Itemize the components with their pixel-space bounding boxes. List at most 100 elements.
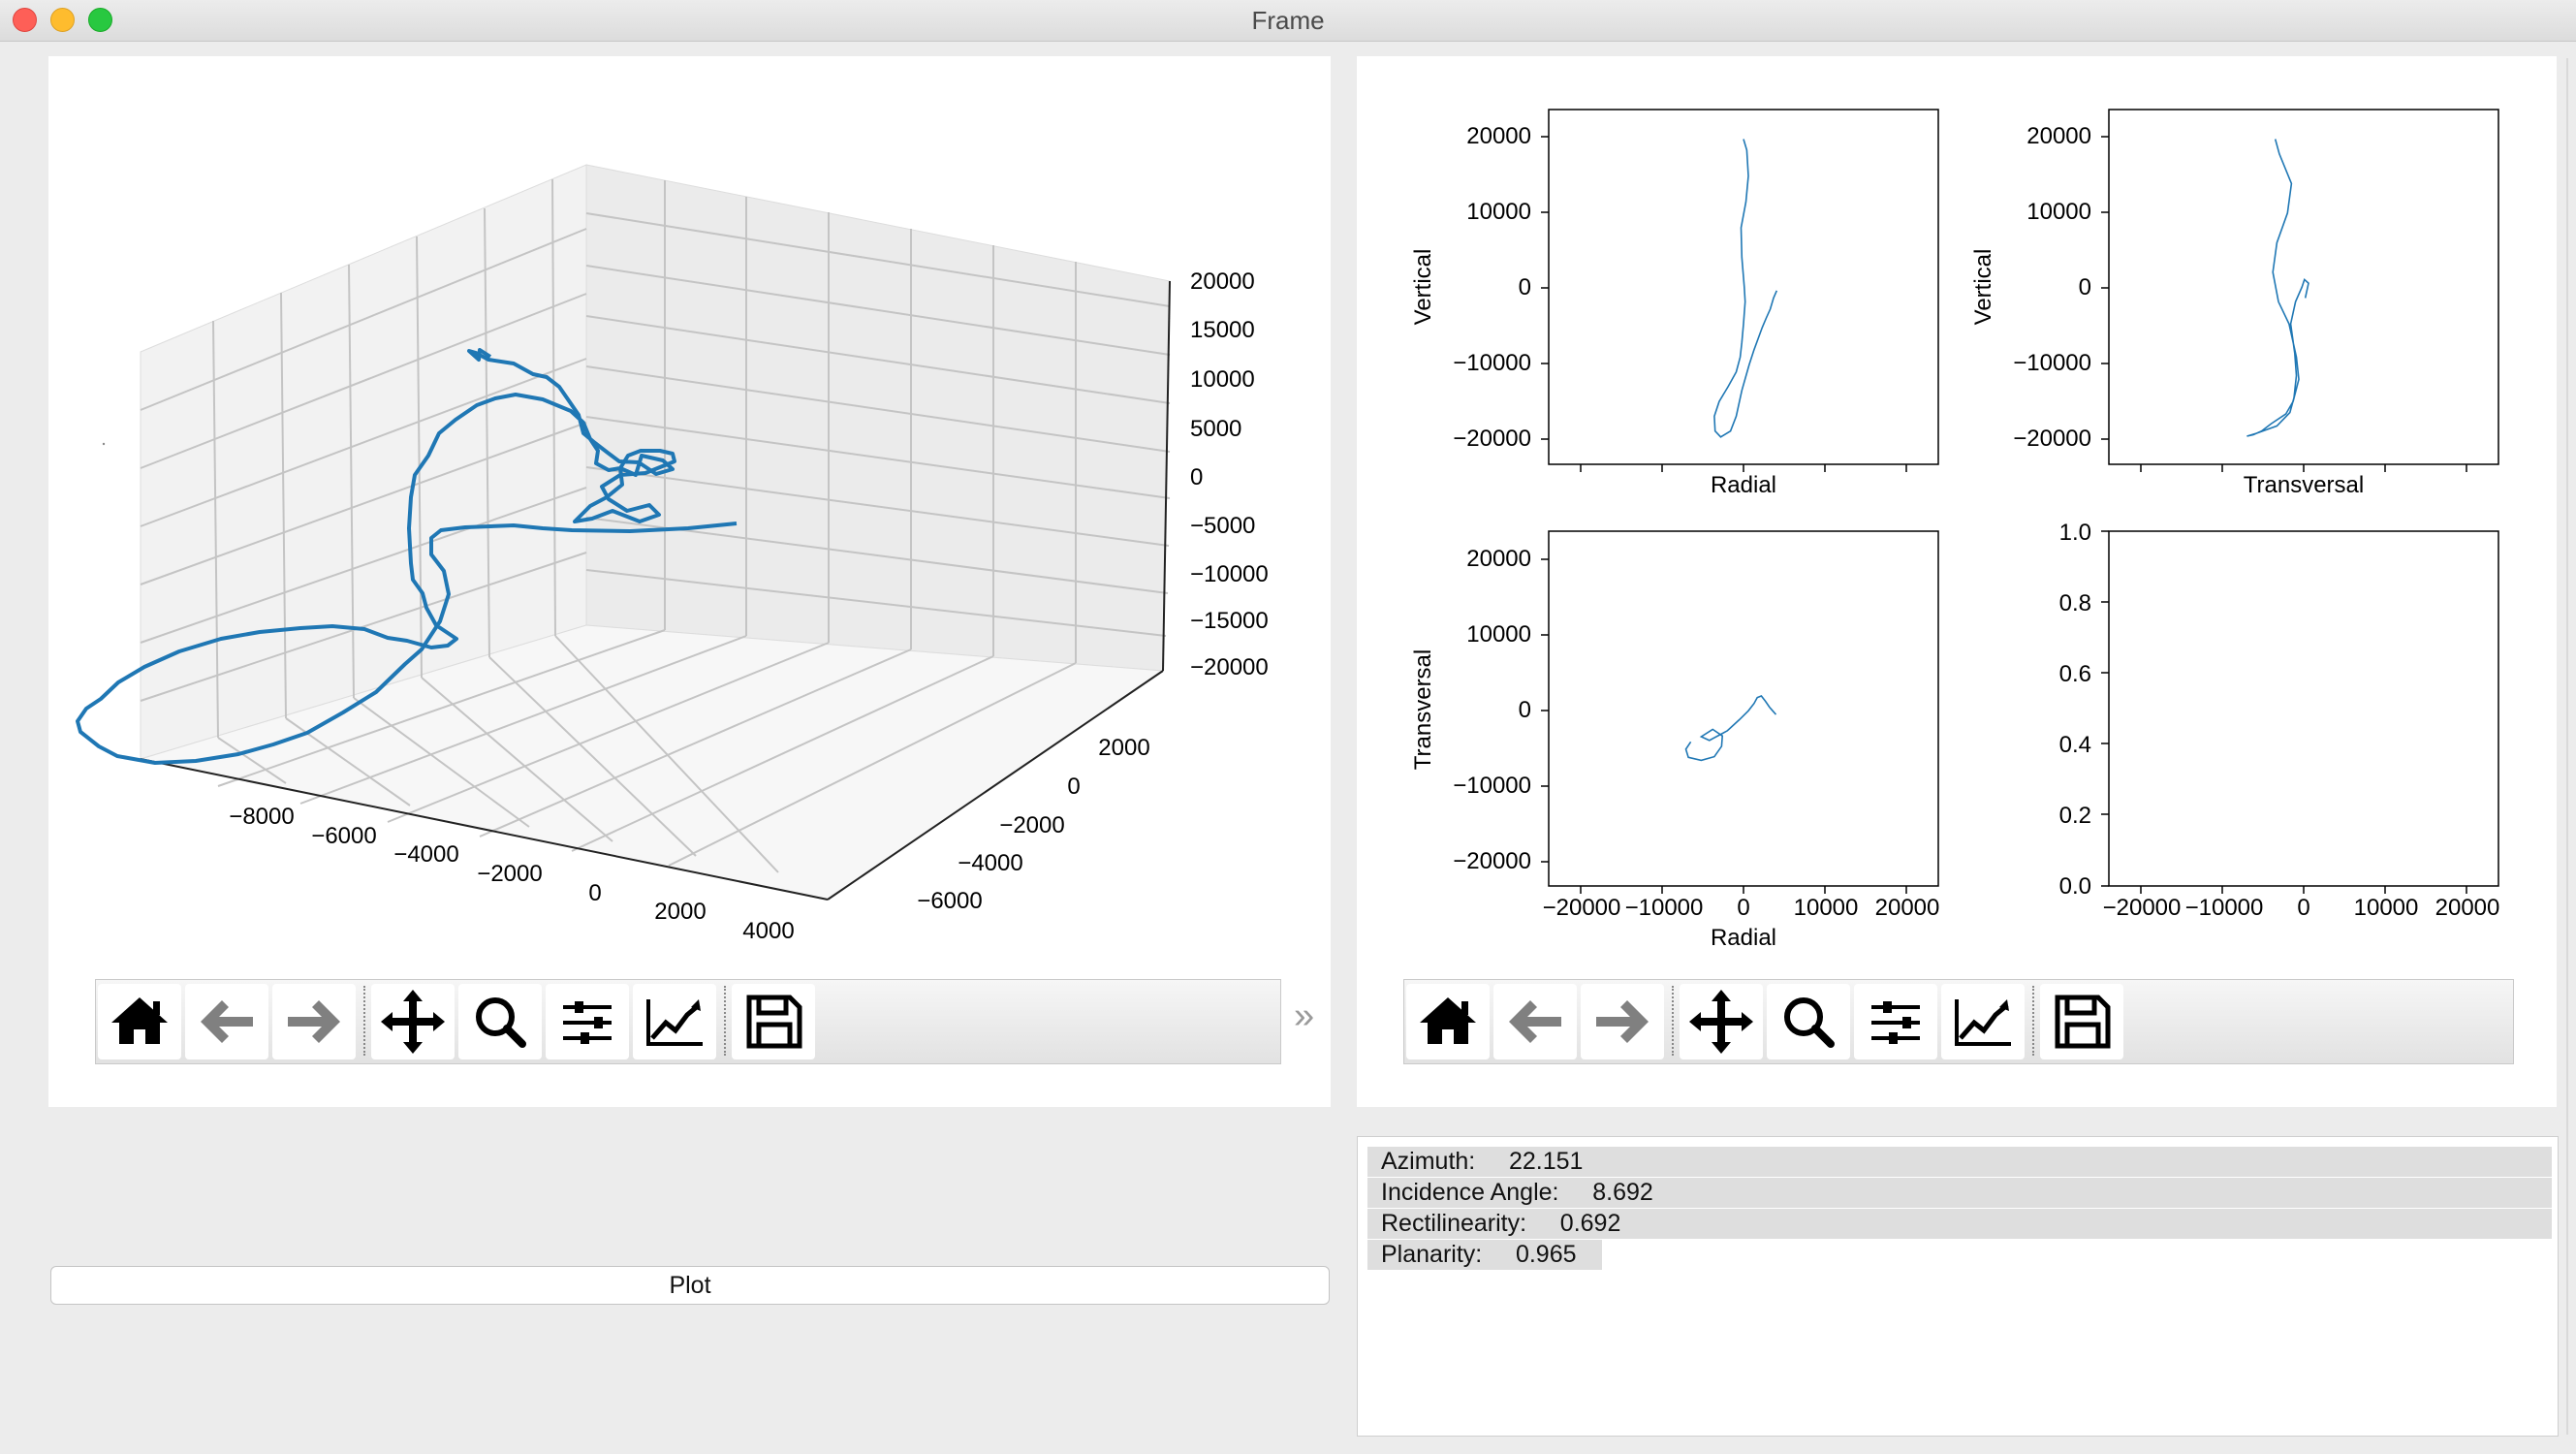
- y-tick-label: 10000: [2026, 199, 2091, 225]
- list-item[interactable]: Incidence Angle: 8.692: [1367, 1178, 2552, 1208]
- home-button[interactable]: [1406, 984, 1490, 1059]
- close-window-icon[interactable]: [13, 8, 37, 32]
- subplots-icon: [563, 1001, 612, 1044]
- y-tick-label: −10000: [2013, 350, 2091, 376]
- forward-button[interactable]: [272, 984, 356, 1059]
- 2d-plots-canvas[interactable]: 20000 10000 0 −10000 −20000 Radial Verti…: [1357, 56, 2557, 1107]
- zoom-button[interactable]: [458, 984, 542, 1059]
- home-icon: [1420, 997, 1476, 1044]
- y-tick-label: 0: [1067, 774, 1080, 800]
- pan-button[interactable]: [371, 984, 455, 1059]
- y-tick-label: −20000: [2013, 426, 2091, 452]
- save-button[interactable]: [2040, 984, 2123, 1059]
- forward-arrow-icon: [1596, 1000, 1649, 1043]
- incidence-angle-label: Incidence Angle:: [1381, 1179, 1559, 1206]
- x-tick-label: −10000: [2185, 895, 2264, 921]
- back-button[interactable]: [1493, 984, 1577, 1059]
- grid-right: [585, 180, 1171, 663]
- pan-button[interactable]: [1680, 984, 1763, 1059]
- save-icon: [2055, 995, 2111, 1049]
- axes-frame: [2108, 530, 2499, 887]
- x-tick-label: 20000: [1875, 895, 1940, 921]
- move-icon: [381, 990, 445, 1054]
- x-axis-label: Radial: [1711, 472, 1776, 498]
- y-tick-label: −10000: [1453, 350, 1531, 376]
- y-axis-label: Transversal: [1410, 649, 1436, 770]
- y-axis-label: Vertical: [1970, 249, 1996, 326]
- 3d-trajectory-line: [76, 348, 738, 765]
- window-title: Frame: [1251, 6, 1325, 35]
- x-tick-label: 2000: [654, 899, 706, 925]
- x-axis-label: Radial: [1711, 925, 1776, 951]
- x-tick-label: 0: [588, 880, 601, 906]
- toolbar-separator: [363, 986, 365, 1056]
- forward-button[interactable]: [1581, 984, 1664, 1059]
- y-tick-label: 20000: [1466, 546, 1531, 572]
- save-button[interactable]: [732, 984, 815, 1059]
- x-tick-label: 10000: [2354, 895, 2419, 921]
- y-tick-label: −10000: [1453, 773, 1531, 799]
- edit-axes-button[interactable]: [633, 984, 716, 1059]
- y-tick-label: 0.4: [2059, 732, 2091, 758]
- incidence-angle-value: 8.692: [1592, 1179, 1653, 1206]
- y-tick-label: 20000: [2026, 123, 2091, 149]
- zoom-icon: [1784, 997, 1835, 1048]
- z-axis-line: [1162, 280, 1171, 672]
- zoom-button[interactable]: [1767, 984, 1850, 1059]
- y-tick-label: −6000: [917, 888, 982, 914]
- plot-button[interactable]: Plot: [50, 1266, 1330, 1305]
- y-tick-label: −20000: [1453, 848, 1531, 874]
- zoom-icon: [476, 997, 526, 1048]
- y-tick-label: 20000: [1466, 123, 1531, 149]
- back-button[interactable]: [185, 984, 268, 1059]
- back-arrow-icon: [201, 1000, 253, 1043]
- list-item[interactable]: Planarity: 0.965: [1367, 1240, 1602, 1270]
- y-tick-label: −20000: [1453, 426, 1531, 452]
- z-tick-label: 0: [1190, 464, 1203, 490]
- radial-transversal-line: [1684, 695, 1777, 762]
- x-tick-label: 0: [1737, 895, 1749, 921]
- y-tick-label: 2000: [1098, 735, 1149, 761]
- x-tick-label: −4000: [393, 841, 458, 868]
- forward-arrow-icon: [288, 1000, 340, 1043]
- y-tick-label: 0.2: [2059, 803, 2091, 829]
- planarity-label: Planarity:: [1381, 1241, 1483, 1268]
- x-tick-label: 10000: [1794, 895, 1859, 921]
- y-tick-label: 0: [1519, 274, 1531, 300]
- toolbar-separator: [724, 986, 726, 1056]
- zoom-window-icon[interactable]: [88, 8, 112, 32]
- list-item[interactable]: Rectilinearity: 0.692: [1367, 1209, 2552, 1239]
- home-button[interactable]: [98, 984, 181, 1059]
- edit-axes-button[interactable]: [1941, 984, 2025, 1059]
- subplots-icon: [1871, 1001, 1920, 1044]
- 3d-plot-canvas[interactable]: −8000 −6000 −4000 −2000 0 2000 4000 2000…: [48, 56, 1331, 1107]
- minimize-window-icon[interactable]: [50, 8, 75, 32]
- y-tick-label: 10000: [1466, 621, 1531, 648]
- x-tick-label: −10000: [1625, 895, 1704, 921]
- list-item[interactable]: Azimuth: 22.151: [1367, 1147, 2552, 1177]
- x-axis-label: Transversal: [2244, 472, 2364, 498]
- left-navigation-toolbar: »: [95, 979, 1314, 1064]
- tick-marks: [1541, 136, 2467, 894]
- axes-frame: [1548, 530, 1939, 887]
- grid-back: [140, 178, 587, 739]
- back-arrow-icon: [1509, 1000, 1561, 1043]
- z-tick-label: 10000: [1190, 366, 1255, 393]
- y-tick-label: −2000: [999, 812, 1064, 838]
- save-icon: [746, 995, 802, 1049]
- z-tick-label: 20000: [1190, 269, 1255, 295]
- x-tick-label: 4000: [742, 918, 794, 944]
- y-tick-label: 0: [1519, 697, 1531, 723]
- x-tick-label: 0: [2297, 895, 2309, 921]
- z-tick-label: −5000: [1190, 513, 1255, 539]
- planarity-value: 0.965: [1515, 1241, 1577, 1268]
- z-tick-label: −10000: [1190, 561, 1269, 587]
- z-tick-label: 5000: [1190, 416, 1241, 442]
- y-tick-label: −4000: [958, 850, 1022, 876]
- edit-axes-icon: [1955, 999, 2011, 1046]
- toolbar-separator: [2032, 986, 2034, 1056]
- y-tick-label: 0.0: [2059, 873, 2091, 900]
- configure-subplots-button[interactable]: [1854, 984, 1937, 1059]
- configure-subplots-button[interactable]: [546, 984, 629, 1059]
- toolbar-overflow-icon[interactable]: »: [1294, 996, 1315, 1036]
